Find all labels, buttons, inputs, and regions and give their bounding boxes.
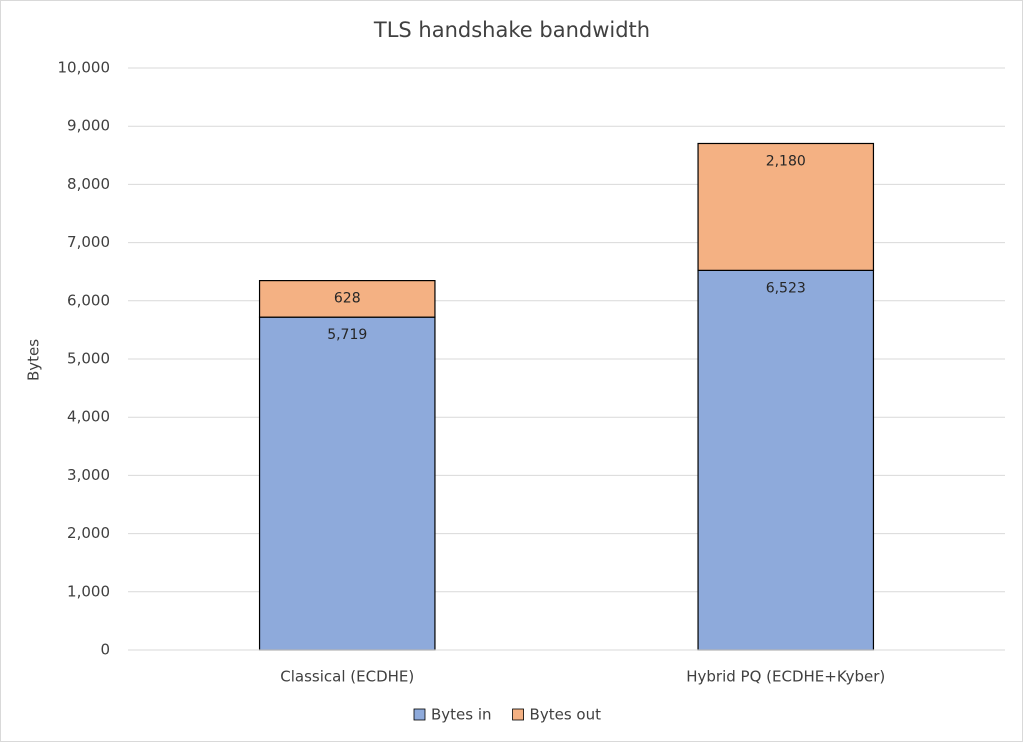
y-tick-label: 0	[100, 641, 110, 659]
bar-segment	[697, 142, 875, 271]
y-tick-label: 4,000	[67, 408, 110, 426]
data-label: 6,523	[766, 280, 806, 296]
bar-segment	[258, 316, 436, 651]
legend-label: Bytes out	[530, 706, 602, 724]
x-tick-label: Classical (ECDHE)	[280, 668, 414, 686]
y-tick-label: 1,000	[67, 582, 110, 600]
y-tick-label: 9,000	[67, 117, 110, 135]
data-label: 628	[334, 291, 361, 307]
legend-label: Bytes in	[431, 706, 492, 724]
y-tick-label: 5,000	[67, 350, 110, 368]
y-axis-label: Bytes	[25, 339, 43, 381]
data-label: 2,180	[766, 153, 806, 169]
y-tick-label: 7,000	[67, 233, 110, 251]
y-tick-label: 8,000	[67, 175, 110, 193]
legend-swatch	[413, 708, 426, 721]
y-tick-label: 2,000	[67, 524, 110, 542]
y-tick-label: 3,000	[67, 466, 110, 484]
bar-segment	[697, 269, 875, 651]
bar-segment	[258, 280, 436, 318]
chart-title: TLS handshake bandwidth	[373, 18, 650, 42]
y-tick-label: 10,000	[58, 59, 111, 77]
y-tick-label: 6,000	[67, 291, 110, 309]
data-label: 5,719	[327, 327, 367, 343]
x-tick-label: Hybrid PQ (ECDHE+Kyber)	[686, 668, 885, 686]
legend-swatch	[512, 708, 524, 721]
